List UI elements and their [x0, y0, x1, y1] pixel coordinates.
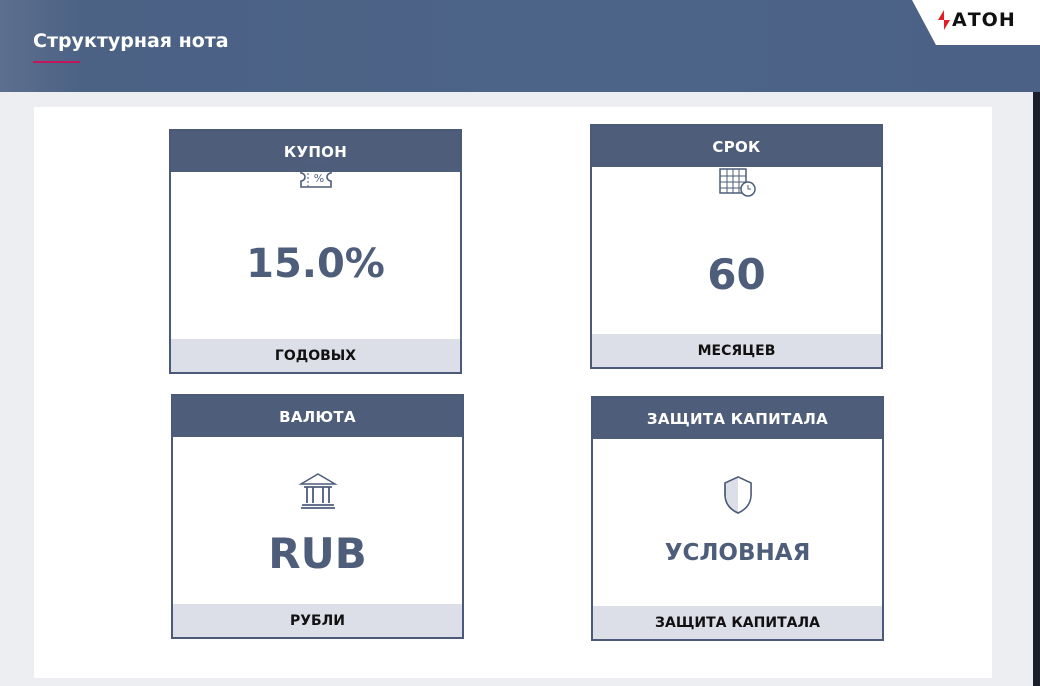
aton-logo: АТОН — [936, 9, 1016, 31]
card-title: ВАЛЮТА — [173, 396, 462, 437]
card-capital-protection: ЗАЩИТА КАПИТАЛА УСЛОВНАЯ ЗАЩИТА КАПИТАЛА — [591, 396, 884, 641]
card-term: СРОК 60 МЕСЯЦЕВ — [590, 124, 883, 369]
coupon-value: 15.0% — [246, 241, 385, 287]
term-value: 60 — [707, 250, 766, 299]
card-footer: МЕСЯЦЕВ — [592, 334, 881, 367]
logo-background — [912, 0, 1040, 45]
card-footer: ЗАЩИТА КАПИТАЛА — [593, 606, 882, 639]
title-underline — [33, 61, 80, 63]
window-edge — [1033, 92, 1040, 686]
logo-text: АТОН — [952, 9, 1016, 31]
card-title: КУПОН — [171, 131, 460, 172]
bank-icon — [297, 473, 338, 509]
protection-value: УСЛОВНАЯ — [664, 540, 811, 566]
coupon-percent-icon: % — [299, 166, 332, 188]
logo-mark-icon — [938, 10, 950, 30]
page-title: Структурная нота — [33, 30, 229, 52]
currency-value: RUB — [268, 529, 367, 578]
card-footer: ГОДОВЫХ — [171, 339, 460, 372]
card-footer: РУБЛИ — [173, 604, 462, 637]
svg-text:%: % — [313, 172, 323, 185]
card-title: СРОК — [592, 126, 881, 167]
card-coupon: КУПОН % 15.0% ГОДОВЫХ — [169, 129, 462, 374]
card-title: ЗАЩИТА КАПИТАЛА — [593, 398, 882, 439]
card-currency: ВАЛЮТА RUB РУБЛИ — [171, 394, 464, 639]
calendar-clock-icon — [718, 168, 756, 197]
header-banner: Структурная нота — [0, 0, 1040, 92]
shield-icon — [723, 476, 752, 514]
